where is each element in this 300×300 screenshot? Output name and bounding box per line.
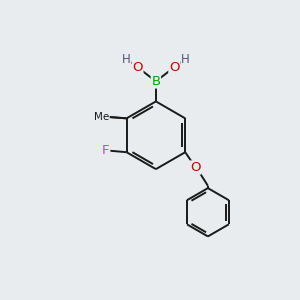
Text: O: O (190, 161, 201, 174)
Text: O: O (169, 61, 179, 74)
Text: H: H (122, 52, 131, 65)
Text: B: B (151, 75, 160, 88)
Text: O: O (132, 61, 143, 74)
Text: F: F (102, 144, 110, 157)
Text: Me: Me (94, 112, 109, 122)
Text: H: H (181, 52, 190, 65)
